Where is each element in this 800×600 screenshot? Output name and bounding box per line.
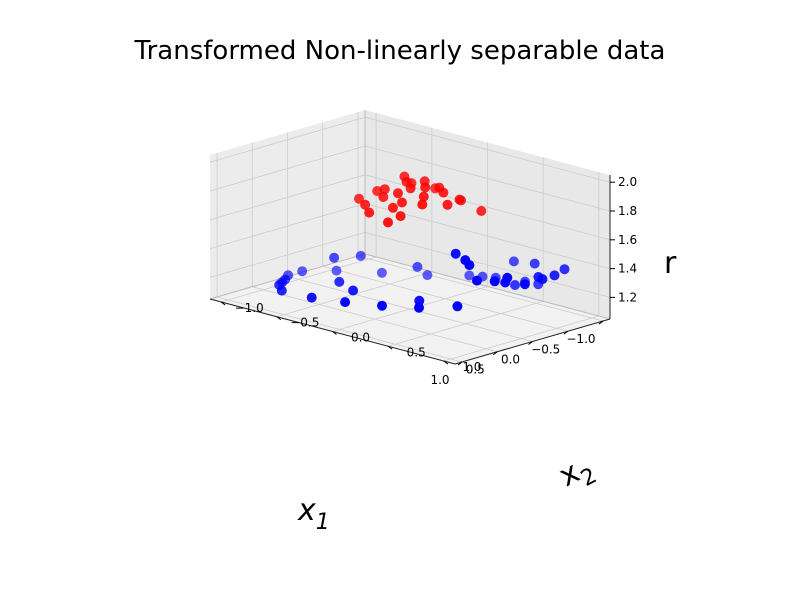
y-tick-mark [443,360,449,365]
x-tick-label: 0.5 [466,363,485,377]
grid-line [364,116,611,183]
point-inner [388,202,398,213]
point-outer [510,280,520,290]
x-tick-mark [598,320,604,325]
point-outer [422,270,433,281]
point-outer [472,275,482,286]
point-outer [464,260,475,271]
point-outer [306,292,317,303]
data-points [274,171,570,313]
y-tick-mark [276,316,282,321]
y-tick-label: −1.0 [235,301,264,315]
x-tick-mark [563,330,569,335]
z-tick-label: 1.4 [618,262,637,276]
grid-line [388,300,544,347]
point-outer [297,266,308,277]
chart-title: Transformed Non-linearly separable data [134,36,666,66]
y-tick-mark [220,301,226,306]
point-outer [334,276,345,287]
x-tick-mark [492,351,498,356]
x-tick-label: 0.0 [501,353,520,367]
grid-line [364,203,611,269]
point-inner [395,211,406,222]
x-axis-label: x1 [297,493,330,535]
z-tick-label: 1.6 [618,233,637,247]
y-tick-label: −0.5 [290,316,319,330]
y-axis-ticks: −1.0 −0.5 0.0 0.5 1.0 [220,301,481,374]
y-tick-mark [387,345,393,350]
point-outer [489,276,500,287]
point-inner [372,186,383,196]
point-outer [348,285,359,296]
point-inner [442,199,453,210]
point-outer [377,300,387,311]
axis-edge [364,253,611,320]
point-outer [559,264,570,275]
point-outer [537,274,548,285]
grid-line [364,145,611,212]
point-inner [378,192,389,202]
grid-line [209,232,366,278]
x-tick-label: −0.5 [531,342,560,356]
z-axis-ticks: 1.2 1.4 1.6 1.8 2.0 [610,175,637,304]
point-inner [405,183,416,194]
z-tick-label: 1.2 [618,290,637,304]
point-outer [508,256,519,267]
grid-line [364,232,611,298]
point-inner [438,187,449,198]
z-tick-label: 2.0 [618,175,637,189]
point-inner [364,207,375,218]
point-outer [329,252,340,263]
point-inner [379,184,390,195]
grid-line [443,315,599,362]
x-tick-label: 1.0 [430,373,449,387]
point-inner [397,197,407,208]
point-outer [464,270,475,281]
z-axis-label: r [664,246,677,281]
y-tick-label: 1.0 [462,360,481,374]
point-outer [414,302,424,313]
point-inner [417,199,428,210]
point-inner [476,206,487,216]
point-outer [412,261,423,272]
point-inner [418,191,429,202]
grid-line [209,174,366,221]
point-outer [529,258,540,269]
point-outer [502,272,513,283]
point-outer [452,301,463,312]
point-outer [355,250,366,261]
grid-line [209,145,366,192]
grid-line [209,116,366,163]
point-inner [360,199,371,210]
y-axis-label: x2 [553,448,601,500]
point-outer [376,267,387,278]
point-inner [354,193,364,204]
grid-line [332,286,488,332]
point-inner [393,188,403,199]
x-tick-mark [457,361,463,366]
point-outer [331,265,342,276]
point-outer [450,248,461,259]
y-tick-label: 0.0 [351,331,370,345]
y-tick-mark [332,331,337,335]
axis-panes [210,110,610,364]
x-axis-ticks: −1.0−0.50.00.51.0 [430,320,604,387]
grid-line [209,203,366,249]
point-inner [383,217,393,228]
x-tick-mark [528,341,533,345]
z-tick-label: 1.8 [618,204,637,218]
point-outer [276,285,287,296]
grid-line [221,256,377,303]
point-inner [420,182,431,193]
point-outer [519,279,530,290]
point-outer [340,297,351,308]
point-inner [454,194,465,205]
point-outer [549,270,560,281]
y-tick-label: 0.5 [407,345,426,359]
x-tick-label: −1.0 [566,332,595,346]
